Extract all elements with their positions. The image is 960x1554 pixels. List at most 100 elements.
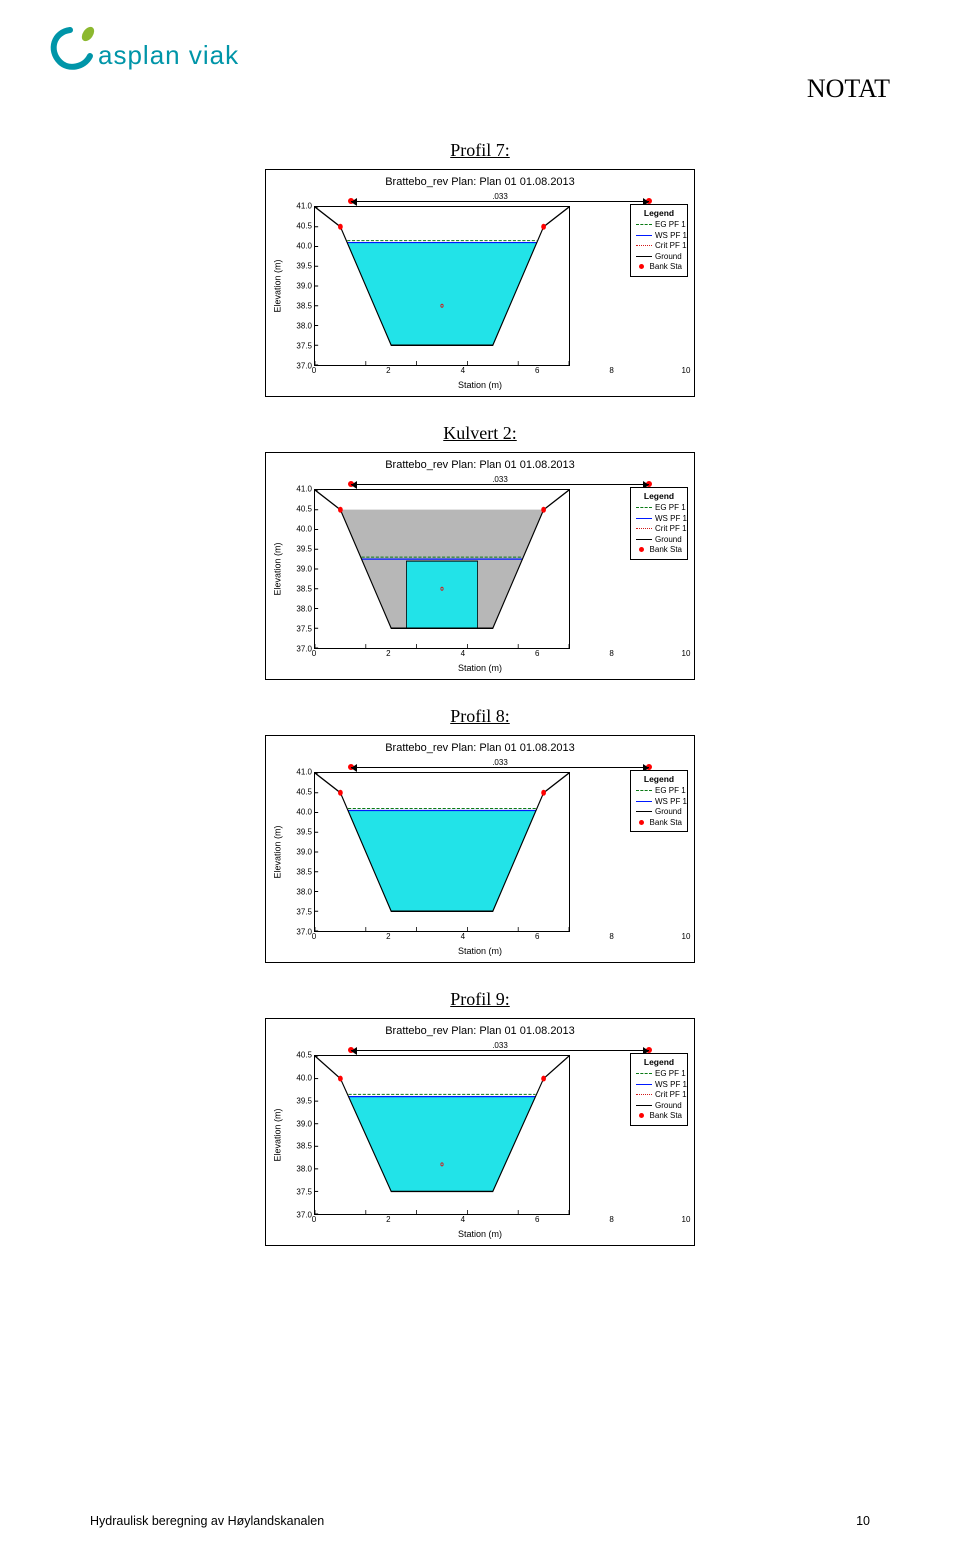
manning-n-label: .033 <box>492 1041 508 1050</box>
y-tick-label: 38.0 <box>296 888 312 897</box>
y-tick-label: 37.5 <box>296 342 312 351</box>
y-tick-label: 37.5 <box>296 1188 312 1197</box>
y-tick-label: 38.5 <box>296 868 312 877</box>
y-tick-label: 38.0 <box>296 605 312 614</box>
bank-station-marker <box>338 224 343 230</box>
x-tick-label: 2 <box>386 1215 390 1224</box>
x-axis-label: Station (m) <box>270 946 690 956</box>
legend-item-bank: Bank Sta <box>636 545 682 554</box>
doc-type-label: NOTAT <box>807 74 890 104</box>
x-axis-label: Station (m) <box>270 663 690 673</box>
legend-label: Bank Sta <box>650 1111 682 1120</box>
legend-title: Legend <box>636 208 682 218</box>
y-tick-label: 37.5 <box>296 908 312 917</box>
legend-item-ground: Ground <box>636 252 682 261</box>
x-tick-label: 10 <box>682 1215 691 1224</box>
x-tick-label: 4 <box>461 932 465 941</box>
y-tick-label: 37.0 <box>296 362 312 371</box>
x-tick-label: 6 <box>535 649 539 658</box>
legend-item-ground: Ground <box>636 1101 682 1110</box>
legend-item-eg: EG PF 1 <box>636 786 682 795</box>
legend-item-ws: WS PF 1 <box>636 514 682 523</box>
legend-item-bank: Bank Sta <box>636 818 682 827</box>
legend: LegendEG PF 1WS PF 1GroundBank Sta <box>630 770 688 832</box>
culvert-rect <box>406 561 477 628</box>
x-tick-label: 10 <box>682 366 691 375</box>
section-title: Profil 7: <box>90 140 870 161</box>
bank-station-marker <box>338 1076 343 1082</box>
y-tick-label: 40.5 <box>296 222 312 231</box>
y-tick-label: 38.5 <box>296 302 312 311</box>
legend-label: EG PF 1 <box>655 503 686 512</box>
legend-item-bank: Bank Sta <box>636 262 682 271</box>
chart-title: Brattebo_rev Plan: Plan 01 01.08.2013 <box>270 459 690 471</box>
bank-station-marker <box>338 507 343 513</box>
y-tick-label: 38.0 <box>296 322 312 331</box>
x-axis-label: Station (m) <box>270 1229 690 1239</box>
legend-label: Bank Sta <box>650 818 682 827</box>
y-axis-label: Elevation (m) <box>272 542 282 595</box>
y-tick-label: 39.5 <box>296 545 312 554</box>
legend-title: Legend <box>636 1057 682 1067</box>
water-fill <box>348 811 536 912</box>
y-tick-label: 39.0 <box>296 848 312 857</box>
y-axis-label: Elevation (m) <box>272 259 282 312</box>
cross-section-chart: Brattebo_rev Plan: Plan 01 01.08.2013 .0… <box>265 1018 695 1246</box>
legend-label: WS PF 1 <box>655 514 687 523</box>
bank-station-marker <box>541 1076 546 1082</box>
legend-item-crit: Crit PF 1 <box>636 1090 682 1099</box>
x-tick-label: 2 <box>386 932 390 941</box>
legend-item-ground: Ground <box>636 807 682 816</box>
y-axis-label: Elevation (m) <box>272 1108 282 1161</box>
y-tick-label: 41.0 <box>296 485 312 494</box>
logo-text: asplan viak <box>98 40 239 70</box>
x-tick-label: 8 <box>609 1215 613 1224</box>
manning-n-label: .033 <box>492 475 508 484</box>
legend-label: WS PF 1 <box>655 1080 687 1089</box>
x-tick-label: 10 <box>682 649 691 658</box>
legend-item-eg: EG PF 1 <box>636 220 682 229</box>
y-tick-label: 40.5 <box>296 505 312 514</box>
chart-title: Brattebo_rev Plan: Plan 01 01.08.2013 <box>270 742 690 754</box>
x-tick-label: 2 <box>386 366 390 375</box>
x-tick-label: 0 <box>312 932 316 941</box>
y-tick-label: 38.0 <box>296 1165 312 1174</box>
water-fill <box>349 1097 536 1192</box>
x-tick-label: 6 <box>535 366 539 375</box>
x-tick-label: 4 <box>461 649 465 658</box>
chart-title: Brattebo_rev Plan: Plan 01 01.08.2013 <box>270 1025 690 1037</box>
y-tick-label: 40.0 <box>296 1073 312 1082</box>
plot-area <box>314 206 570 366</box>
legend-label: Bank Sta <box>650 545 682 554</box>
legend-title: Legend <box>636 491 682 501</box>
x-tick-label: 8 <box>609 649 613 658</box>
manning-n-label: .033 <box>492 192 508 201</box>
bank-station-marker <box>338 790 343 796</box>
y-tick-label: 40.5 <box>296 1051 312 1060</box>
y-axis-label: Elevation (m) <box>272 825 282 878</box>
legend-item-ws: WS PF 1 <box>636 231 682 240</box>
y-tick-label: 37.0 <box>296 645 312 654</box>
footer-page-num: 10 <box>856 1514 870 1528</box>
x-axis-label: Station (m) <box>270 380 690 390</box>
x-tick-label: 0 <box>312 649 316 658</box>
legend-label: EG PF 1 <box>655 220 686 229</box>
legend-item-ws: WS PF 1 <box>636 1080 682 1089</box>
y-tick-label: 40.5 <box>296 788 312 797</box>
legend-label: Crit PF 1 <box>655 241 687 250</box>
legend-label: Ground <box>655 1101 682 1110</box>
x-tick-label: 4 <box>461 1215 465 1224</box>
y-tick-label: 39.0 <box>296 565 312 574</box>
section-title: Kulvert 2: <box>90 423 870 444</box>
y-tick-label: 39.5 <box>296 1096 312 1105</box>
cross-section-chart: Brattebo_rev Plan: Plan 01 01.08.2013 .0… <box>265 452 695 680</box>
legend-item-ground: Ground <box>636 535 682 544</box>
legend-item-crit: Crit PF 1 <box>636 241 682 250</box>
x-tick-label: 8 <box>609 932 613 941</box>
y-tick-label: 37.5 <box>296 625 312 634</box>
x-tick-label: 10 <box>682 932 691 941</box>
legend: Legend EG PF 1 WS PF 1Crit PF 1 GroundBank … <box>630 1053 688 1126</box>
legend: Legend EG PF 1 WS PF 1Crit PF 1 GroundBank … <box>630 204 688 277</box>
y-tick-label: 39.0 <box>296 282 312 291</box>
legend-item-eg: EG PF 1 <box>636 1069 682 1078</box>
